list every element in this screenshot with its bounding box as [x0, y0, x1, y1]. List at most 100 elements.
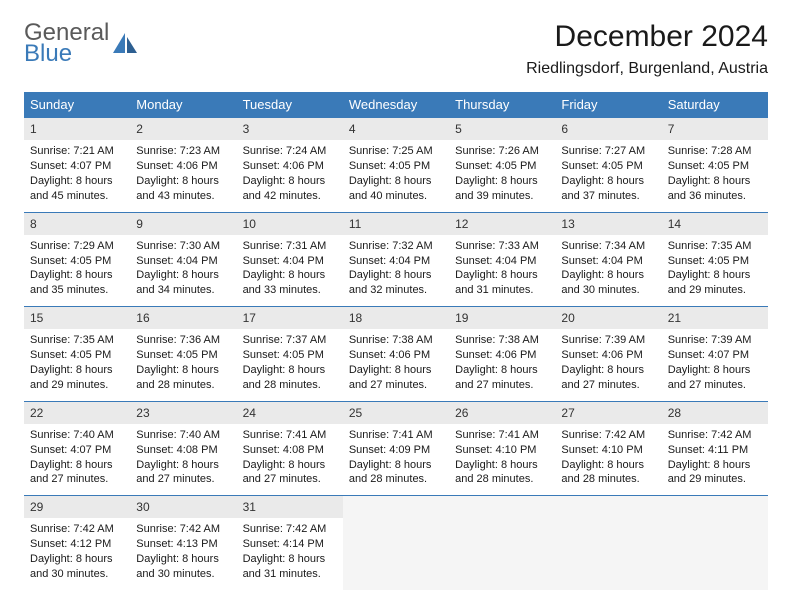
day-number: 7: [662, 118, 768, 141]
daylight: Daylight: 8 hours and 30 minutes.: [30, 552, 124, 582]
day-number: 8: [24, 212, 130, 235]
daylight: Daylight: 8 hours and 27 minutes.: [455, 363, 549, 393]
sunset: Sunset: 4:05 PM: [455, 159, 549, 174]
sunrise: Sunrise: 7:39 AM: [668, 333, 762, 348]
daynum-row: 22232425262728: [24, 401, 768, 424]
day-number: 26: [449, 401, 555, 424]
day-number: 1: [24, 118, 130, 141]
sunrise: Sunrise: 7:39 AM: [561, 333, 655, 348]
day-number: 6: [555, 118, 661, 141]
day-cell: Sunrise: 7:24 AMSunset: 4:06 PMDaylight:…: [237, 140, 343, 212]
daylight: Daylight: 8 hours and 43 minutes.: [136, 174, 230, 204]
day-cell: Sunrise: 7:32 AMSunset: 4:04 PMDaylight:…: [343, 235, 449, 307]
sunset: Sunset: 4:06 PM: [349, 348, 443, 363]
daynum-row: 1234567: [24, 118, 768, 141]
day-number: 20: [555, 307, 661, 330]
day-number: 23: [130, 401, 236, 424]
daylight: Daylight: 8 hours and 27 minutes.: [136, 458, 230, 488]
logo-word-blue: Blue: [24, 41, 72, 66]
daylight: Daylight: 8 hours and 28 minutes.: [455, 458, 549, 488]
sunrise: Sunrise: 7:26 AM: [455, 144, 549, 159]
month-title: December 2024: [526, 20, 768, 54]
day-cell: Sunrise: 7:33 AMSunset: 4:04 PMDaylight:…: [449, 235, 555, 307]
day-content-row: Sunrise: 7:40 AMSunset: 4:07 PMDaylight:…: [24, 424, 768, 496]
sunset: Sunset: 4:06 PM: [455, 348, 549, 363]
sunrise: Sunrise: 7:25 AM: [349, 144, 443, 159]
sunrise: Sunrise: 7:32 AM: [349, 239, 443, 254]
sunset: Sunset: 4:09 PM: [349, 443, 443, 458]
day-number: [343, 496, 449, 519]
location: Riedlingsdorf, Burgenland, Austria: [526, 60, 768, 78]
day-header: Friday: [555, 92, 661, 118]
sunset: Sunset: 4:11 PM: [668, 443, 762, 458]
day-number: 14: [662, 212, 768, 235]
sunset: Sunset: 4:12 PM: [30, 537, 124, 552]
day-cell: Sunrise: 7:39 AMSunset: 4:07 PMDaylight:…: [662, 329, 768, 401]
logo-text: General Blue: [24, 20, 109, 66]
sunset: Sunset: 4:10 PM: [455, 443, 549, 458]
sunrise: Sunrise: 7:28 AM: [668, 144, 762, 159]
sunset: Sunset: 4:04 PM: [349, 254, 443, 269]
sunset: Sunset: 4:05 PM: [30, 254, 124, 269]
day-cell: Sunrise: 7:42 AMSunset: 4:10 PMDaylight:…: [555, 424, 661, 496]
sunset: Sunset: 4:04 PM: [561, 254, 655, 269]
day-number: 2: [130, 118, 236, 141]
day-cell: Sunrise: 7:39 AMSunset: 4:06 PMDaylight:…: [555, 329, 661, 401]
day-header: Monday: [130, 92, 236, 118]
day-header: Saturday: [662, 92, 768, 118]
daynum-row: 15161718192021: [24, 307, 768, 330]
logo: General Blue: [24, 20, 139, 66]
day-cell: Sunrise: 7:21 AMSunset: 4:07 PMDaylight:…: [24, 140, 130, 212]
daylight: Daylight: 8 hours and 31 minutes.: [455, 268, 549, 298]
day-number: 19: [449, 307, 555, 330]
sunrise: Sunrise: 7:41 AM: [243, 428, 337, 443]
daylight: Daylight: 8 hours and 45 minutes.: [30, 174, 124, 204]
sunrise: Sunrise: 7:41 AM: [455, 428, 549, 443]
sunrise: Sunrise: 7:38 AM: [349, 333, 443, 348]
sunrise: Sunrise: 7:29 AM: [30, 239, 124, 254]
day-number: 13: [555, 212, 661, 235]
day-cell: Sunrise: 7:37 AMSunset: 4:05 PMDaylight:…: [237, 329, 343, 401]
sunrise: Sunrise: 7:42 AM: [561, 428, 655, 443]
sunrise: Sunrise: 7:31 AM: [243, 239, 337, 254]
sunset: Sunset: 4:05 PM: [136, 348, 230, 363]
sunrise: Sunrise: 7:42 AM: [136, 522, 230, 537]
day-number: [449, 496, 555, 519]
sunset: Sunset: 4:08 PM: [243, 443, 337, 458]
day-cell: [449, 518, 555, 589]
daylight: Daylight: 8 hours and 28 minutes.: [349, 458, 443, 488]
day-cell: Sunrise: 7:35 AMSunset: 4:05 PMDaylight:…: [24, 329, 130, 401]
day-cell: [343, 518, 449, 589]
day-cell: Sunrise: 7:29 AMSunset: 4:05 PMDaylight:…: [24, 235, 130, 307]
day-number: 31: [237, 496, 343, 519]
daylight: Daylight: 8 hours and 27 minutes.: [349, 363, 443, 393]
daylight: Daylight: 8 hours and 39 minutes.: [455, 174, 549, 204]
daylight: Daylight: 8 hours and 40 minutes.: [349, 174, 443, 204]
sunrise: Sunrise: 7:38 AM: [455, 333, 549, 348]
daylight: Daylight: 8 hours and 35 minutes.: [30, 268, 124, 298]
sunset: Sunset: 4:08 PM: [136, 443, 230, 458]
day-cell: Sunrise: 7:42 AMSunset: 4:12 PMDaylight:…: [24, 518, 130, 589]
sunset: Sunset: 4:06 PM: [243, 159, 337, 174]
sunset: Sunset: 4:05 PM: [30, 348, 124, 363]
day-cell: Sunrise: 7:36 AMSunset: 4:05 PMDaylight:…: [130, 329, 236, 401]
daylight: Daylight: 8 hours and 32 minutes.: [349, 268, 443, 298]
day-number: 9: [130, 212, 236, 235]
day-number: 17: [237, 307, 343, 330]
day-cell: Sunrise: 7:28 AMSunset: 4:05 PMDaylight:…: [662, 140, 768, 212]
day-cell: Sunrise: 7:38 AMSunset: 4:06 PMDaylight:…: [343, 329, 449, 401]
day-number: 5: [449, 118, 555, 141]
sunset: Sunset: 4:05 PM: [561, 159, 655, 174]
sunrise: Sunrise: 7:42 AM: [243, 522, 337, 537]
daylight: Daylight: 8 hours and 34 minutes.: [136, 268, 230, 298]
sunset: Sunset: 4:10 PM: [561, 443, 655, 458]
day-cell: Sunrise: 7:27 AMSunset: 4:05 PMDaylight:…: [555, 140, 661, 212]
daylight: Daylight: 8 hours and 29 minutes.: [30, 363, 124, 393]
day-number: 21: [662, 307, 768, 330]
sunset: Sunset: 4:13 PM: [136, 537, 230, 552]
day-content-row: Sunrise: 7:42 AM Sunset: 4:12 PMDaylight:…: [24, 518, 768, 589]
sunrise: Sunrise: 7:42 AM: [668, 428, 762, 443]
day-number: 10: [237, 212, 343, 235]
sunrise: Sunrise: 7:40 AM: [136, 428, 230, 443]
day-header: Tuesday: [237, 92, 343, 118]
